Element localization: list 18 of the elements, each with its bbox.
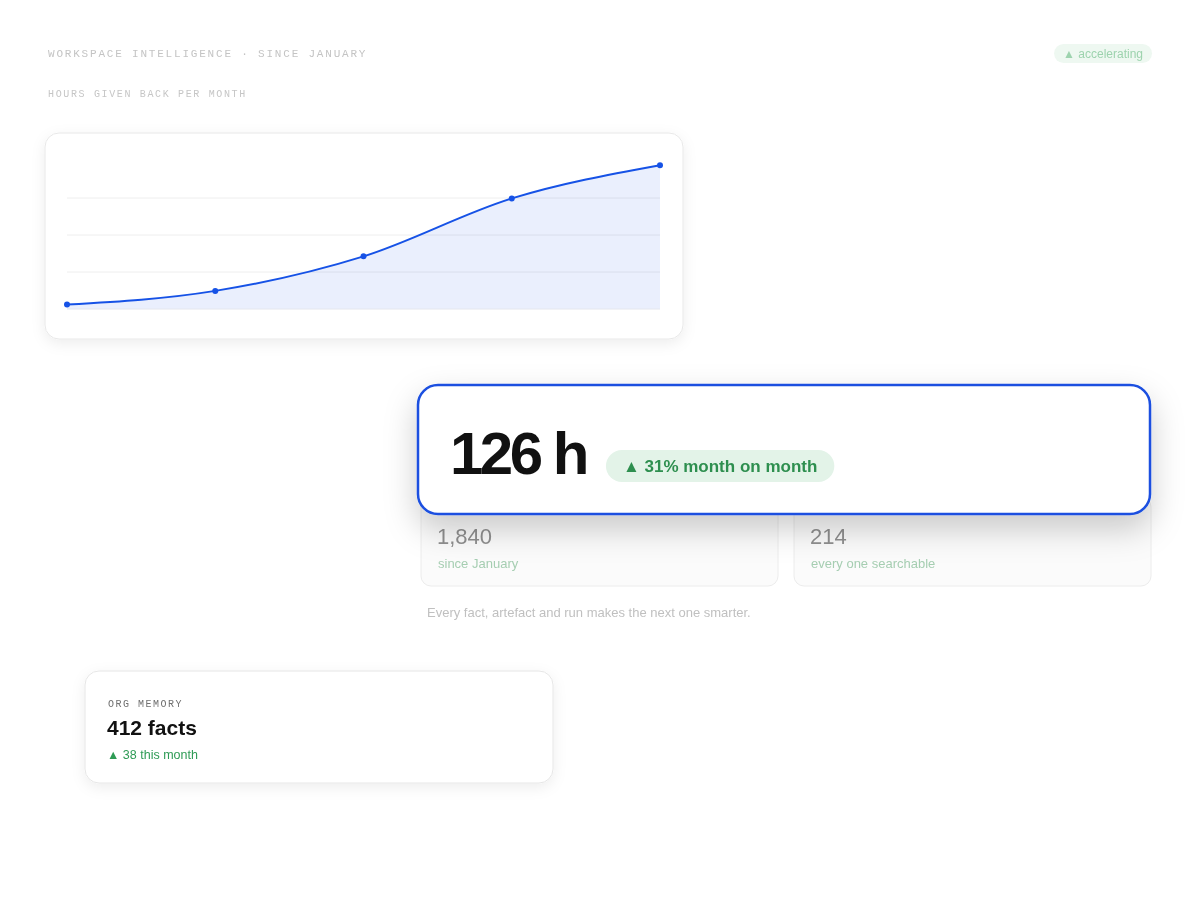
point [508, 195, 515, 202]
text: 126 h [450, 420, 586, 487]
chart-subtitle: HOURS GIVEN BACK PER MONTH [48, 89, 247, 100]
text: ▲ 38 this month [107, 748, 198, 762]
text: 214 [810, 524, 847, 549]
text: Every fact, artefact and run makes the next one smarter. [427, 605, 751, 620]
text: ▲ accelerating [1063, 46, 1143, 61]
text: since January [438, 556, 519, 571]
text: ▲ 31% month on month [622, 457, 818, 477]
point [212, 287, 219, 294]
chart-title: WORKSPACE INTELLIGENCE · SINCE JANUARY [48, 48, 368, 60]
text: every one searchable [811, 556, 936, 571]
text: ORG MEMORY [108, 699, 184, 710]
text: 412 facts [107, 716, 197, 739]
text: 1,840 [437, 524, 493, 549]
point [657, 162, 663, 169]
point [360, 253, 367, 260]
point [64, 301, 70, 308]
